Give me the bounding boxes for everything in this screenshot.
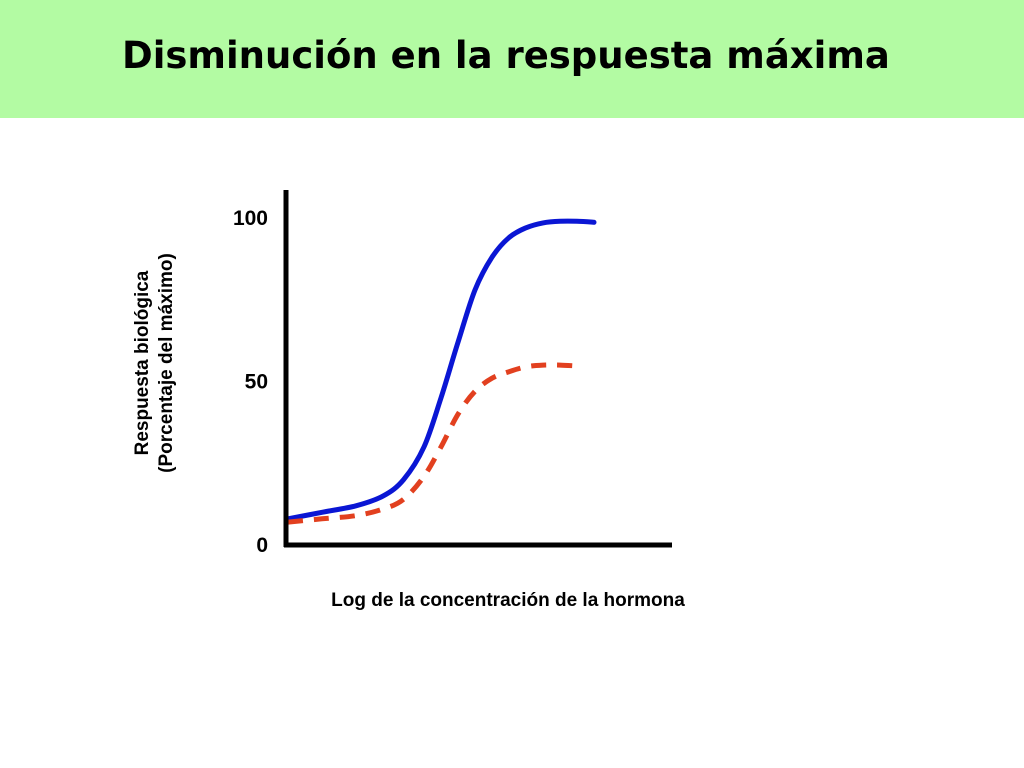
y-axis-label-line2: (Porcentaje del máximo) [156, 253, 177, 473]
y-axis-label: Respuesta biológica (Porcentaje del máxi… [132, 253, 177, 473]
y-tick-label-50: 50 [245, 371, 268, 394]
axes-layer [283, 190, 672, 548]
y-tick-labels: 0 50 100 [233, 207, 268, 557]
title-banner: Disminución en la respuesta máxima [0, 0, 1024, 118]
reduced-response-curve [287, 362, 581, 525]
y-tick-label-0: 0 [256, 534, 268, 557]
slide-title: Disminución en la respuesta máxima [122, 34, 890, 77]
normal-response-curve [285, 218, 597, 522]
curves-layer [285, 218, 597, 525]
y-axis-label-line1: Respuesta biológica [132, 270, 153, 455]
y-tick-label-100: 100 [233, 207, 268, 230]
x-axis-label: Log de la concentración de la hormona [331, 590, 685, 611]
